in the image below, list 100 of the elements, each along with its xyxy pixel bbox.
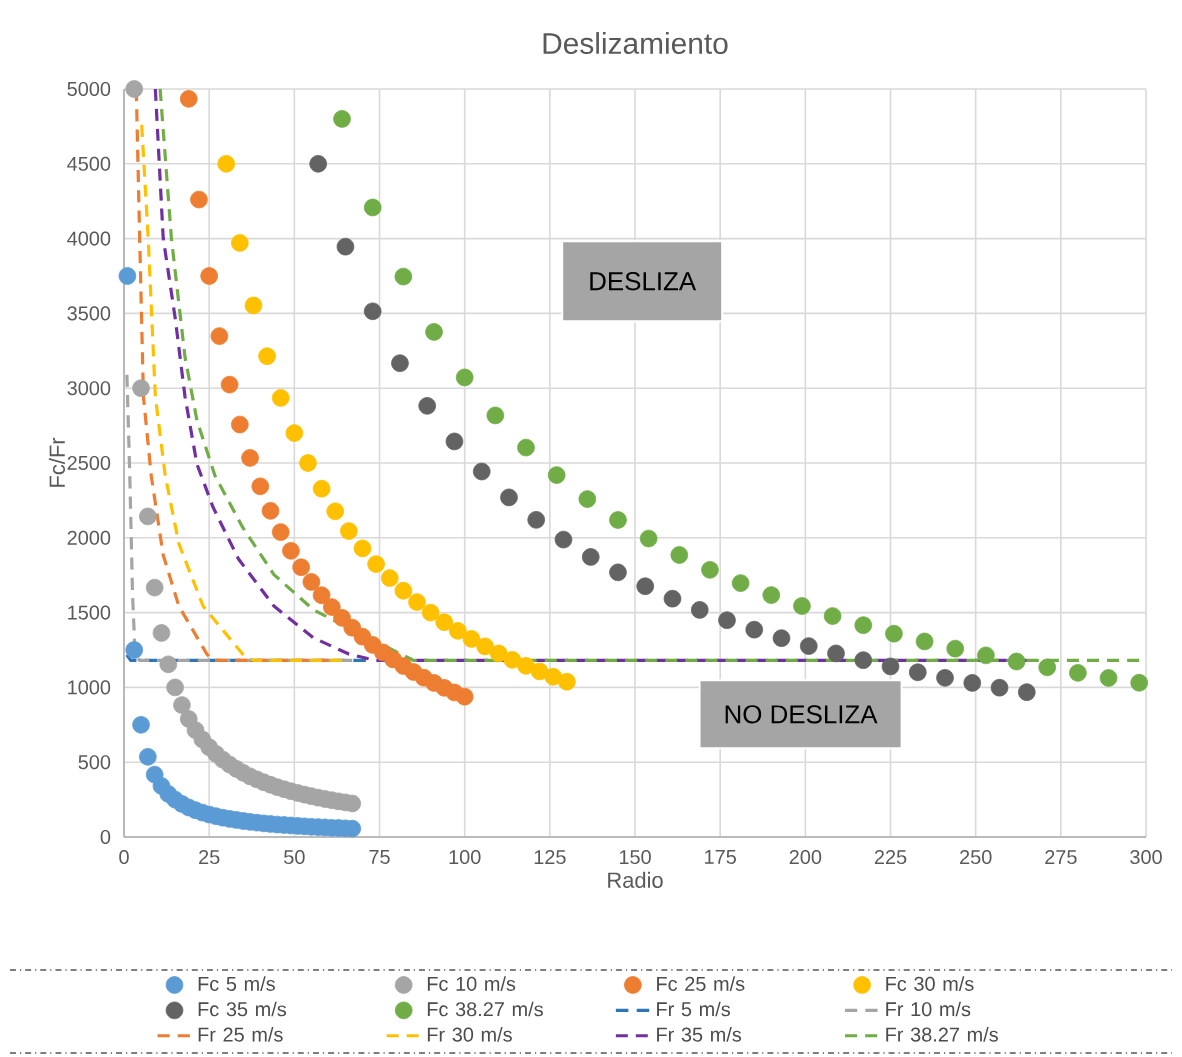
point [425,323,443,341]
y-tick-label: 0 [100,829,111,845]
point [210,327,229,345]
x-tick-label: 150 [619,850,651,865]
point [578,490,597,508]
point [554,530,573,549]
legend-label: Fc 35 m/s [198,1001,287,1017]
x-tick-label: 225 [874,850,907,865]
legend-label: Fr 35 m/s [657,1027,742,1042]
legend-label: Fr 38.27 m/s [886,1027,998,1042]
point [333,609,351,627]
point [663,589,682,608]
point [139,507,157,526]
point [977,646,995,665]
point [946,639,965,658]
point [159,655,178,674]
point [363,302,382,321]
point [609,511,627,529]
point [517,657,535,675]
point [936,669,954,687]
point [309,154,327,173]
point [312,479,331,498]
legend-label: Fc 5 m/s [198,976,275,991]
x-tick-label: 25 [199,850,220,865]
legend-label: Fr 30 m/s [427,1027,512,1042]
point [1130,673,1149,692]
point [609,563,627,582]
point [581,548,600,566]
x-axis-title: Radio [608,871,663,888]
point [241,449,259,467]
point [462,630,481,648]
point [231,234,249,252]
point [125,641,144,659]
point [132,715,150,734]
legend-label: Fr 5 m/s [657,1001,731,1017]
y-tick-label: 500 [78,755,111,770]
point [445,432,464,451]
x-tick-label: 275 [1045,850,1077,865]
point [312,586,331,605]
point [772,629,791,647]
point [179,90,198,108]
annotation: DESLIZA [590,272,697,291]
point [639,529,658,548]
legend-label: Fc 10 m/s [427,976,516,991]
point [251,477,270,496]
point [333,110,351,128]
point [353,539,372,558]
point [455,368,474,387]
y-tick-label: 2000 [67,530,111,545]
x-tick-label: 300 [1130,850,1162,865]
point [132,379,150,397]
legend-label: Fc 25 m/s [657,976,745,991]
y-tick-label: 1000 [68,680,111,695]
x-tick-label: 250 [960,850,992,865]
legend-label: Fr 25 m/s [198,1027,283,1042]
point [200,267,218,285]
y-axis-title: Fc/Fr [48,437,65,487]
y-tick-label: 4000 [67,231,111,246]
point [472,462,491,481]
point [271,389,290,407]
point [326,502,345,521]
point [244,296,263,315]
point [292,558,310,577]
point [421,603,440,622]
point [336,237,355,256]
y-tick-label: 3000 [67,381,111,396]
point [731,574,750,592]
point [323,598,341,616]
x-tick-label: 100 [449,850,481,865]
point [391,354,409,372]
point [145,578,164,597]
point [408,593,426,611]
point [1099,669,1118,687]
y-tick-label: 5000 [67,81,111,97]
chart-title: Deslizamiento [543,32,728,54]
point [166,678,184,697]
point [500,488,518,507]
legend-label: Fr 10 m/s [886,1001,971,1017]
point [282,542,300,560]
point [271,523,290,541]
point [1069,664,1087,682]
point [915,632,934,651]
x-tick-label: 75 [369,850,390,864]
y-tick-label: 3500 [67,306,111,321]
point [299,454,317,472]
point [231,415,249,434]
point [823,607,842,625]
point [380,569,399,587]
point [636,577,655,596]
point [363,198,382,217]
point [125,80,144,98]
y-tick-label: 2500 [67,455,111,471]
x-tick-label: 50 [284,850,305,865]
point [762,586,781,604]
point [854,616,873,634]
point [455,687,474,706]
point [745,620,764,639]
point [527,511,546,529]
point [217,154,236,173]
point [418,397,436,415]
